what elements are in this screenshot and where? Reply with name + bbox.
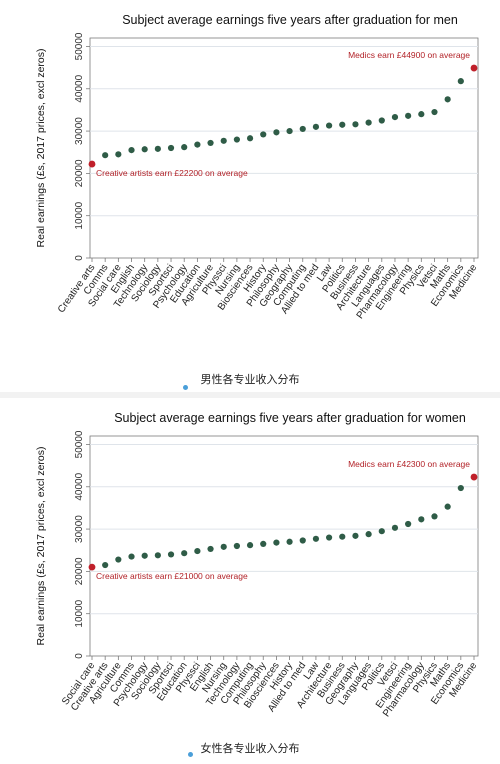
panel-divider: [0, 392, 500, 398]
earnings-chart-women: 0 10000 20000 30000 40000 50000 Subject averag…: [35, 411, 480, 719]
data-point: [154, 145, 161, 152]
data-point: [141, 552, 148, 559]
data-point: [115, 556, 122, 563]
y-tick-label: 30000: [74, 515, 85, 543]
plot-frame: [89, 435, 479, 657]
data-point: [326, 122, 333, 129]
data-point: [246, 135, 254, 142]
annotation-label: Medics earn £42300 on average: [348, 459, 470, 469]
data-point: [115, 151, 122, 158]
data-point: [260, 131, 267, 138]
data-point: [352, 121, 359, 128]
data-point: [286, 538, 293, 545]
data-point: [299, 125, 306, 133]
y-tick-label: 10000: [74, 201, 85, 229]
chart-title: Subject average earnings five years afte…: [114, 411, 466, 425]
data-point: [405, 520, 412, 528]
data-point: [220, 137, 227, 144]
data-point: [233, 542, 240, 550]
data-point: [405, 112, 412, 119]
plot-frame: [89, 37, 479, 259]
data-point: [339, 533, 346, 540]
chart-panel-men: 0 10000 20000 30000 40000 50000 Subject averag…: [0, 0, 500, 345]
caption-dot-icon: [188, 752, 193, 757]
data-point: [391, 114, 399, 121]
y-tick-label: 40000: [74, 74, 85, 102]
highlight-point: [470, 64, 478, 72]
data-point: [167, 144, 175, 152]
data-point: [233, 136, 240, 143]
y-axis-label: Real earnings (£s, 2017 prices, excl zer…: [35, 446, 47, 645]
highlight-point: [88, 160, 96, 168]
annotation-label: Creative artists earn £21000 on average: [96, 571, 248, 581]
data-point: [273, 129, 280, 136]
earnings-chart-men: 0 10000 20000 30000 40000 50000 Subject averag…: [35, 13, 480, 321]
data-point: [299, 537, 306, 544]
data-point: [391, 524, 399, 531]
y-tick-label: 20000: [74, 557, 85, 585]
chart-title: Subject average earnings five years afte…: [122, 13, 458, 27]
data-point: [141, 146, 148, 153]
caption-men-text: 男性各专业收入分布: [200, 373, 300, 386]
data-point: [378, 117, 385, 124]
data-point: [378, 528, 385, 535]
annotation-label: Medics earn £44900 on average: [348, 50, 470, 60]
data-point: [194, 547, 201, 555]
data-point: [431, 108, 438, 116]
caption-women-text: 女性各专业收入分布: [200, 742, 300, 755]
y-tick-label: 20000: [74, 159, 85, 187]
data-point: [220, 543, 227, 550]
data-point: [365, 119, 372, 126]
data-point: [312, 535, 320, 542]
data-point: [128, 147, 135, 154]
data-point: [286, 127, 293, 135]
data-point: [339, 121, 346, 128]
data-point: [246, 542, 254, 549]
highlight-point: [88, 563, 96, 571]
data-point: [260, 540, 267, 547]
data-point: [312, 123, 320, 130]
y-tick-label: 10000: [74, 599, 85, 627]
y-tick-label: 50000: [74, 430, 85, 458]
caption-dot-icon: [183, 385, 188, 390]
highlight-point: [470, 473, 478, 481]
data-point: [418, 516, 425, 523]
y-tick-label: 30000: [74, 117, 85, 145]
y-tick-label: 50000: [74, 32, 85, 60]
data-point: [102, 152, 109, 159]
data-point: [128, 553, 135, 560]
data-point: [457, 78, 464, 85]
caption-men: 男性各专业收入分布: [0, 371, 500, 390]
data-point: [167, 551, 175, 558]
chart-panel-women: 0 10000 20000 30000 40000 50000 Subject averag…: [0, 398, 500, 743]
data-point: [365, 531, 372, 538]
data-point: [181, 550, 188, 557]
y-axis-label: Real earnings (£s, 2017 prices, excl zer…: [35, 48, 47, 247]
caption-women: 女性各专业收入分布: [0, 740, 500, 757]
data-point: [181, 144, 188, 151]
y-tick-label: 0: [74, 255, 85, 261]
data-point: [418, 111, 425, 118]
data-point: [102, 561, 109, 569]
y-tick-label: 40000: [74, 472, 85, 500]
data-point: [207, 139, 214, 147]
data-point: [352, 532, 359, 539]
data-point: [194, 141, 201, 148]
data-point: [273, 539, 280, 546]
data-point: [207, 545, 214, 553]
y-tick-label: 0: [74, 653, 85, 659]
data-point: [154, 552, 161, 559]
data-point: [431, 513, 438, 520]
data-point: [457, 484, 464, 492]
data-point: [444, 503, 451, 510]
data-point: [326, 534, 333, 541]
data-point: [444, 96, 451, 103]
annotation-label: Creative artists earn £22200 on average: [96, 168, 248, 178]
